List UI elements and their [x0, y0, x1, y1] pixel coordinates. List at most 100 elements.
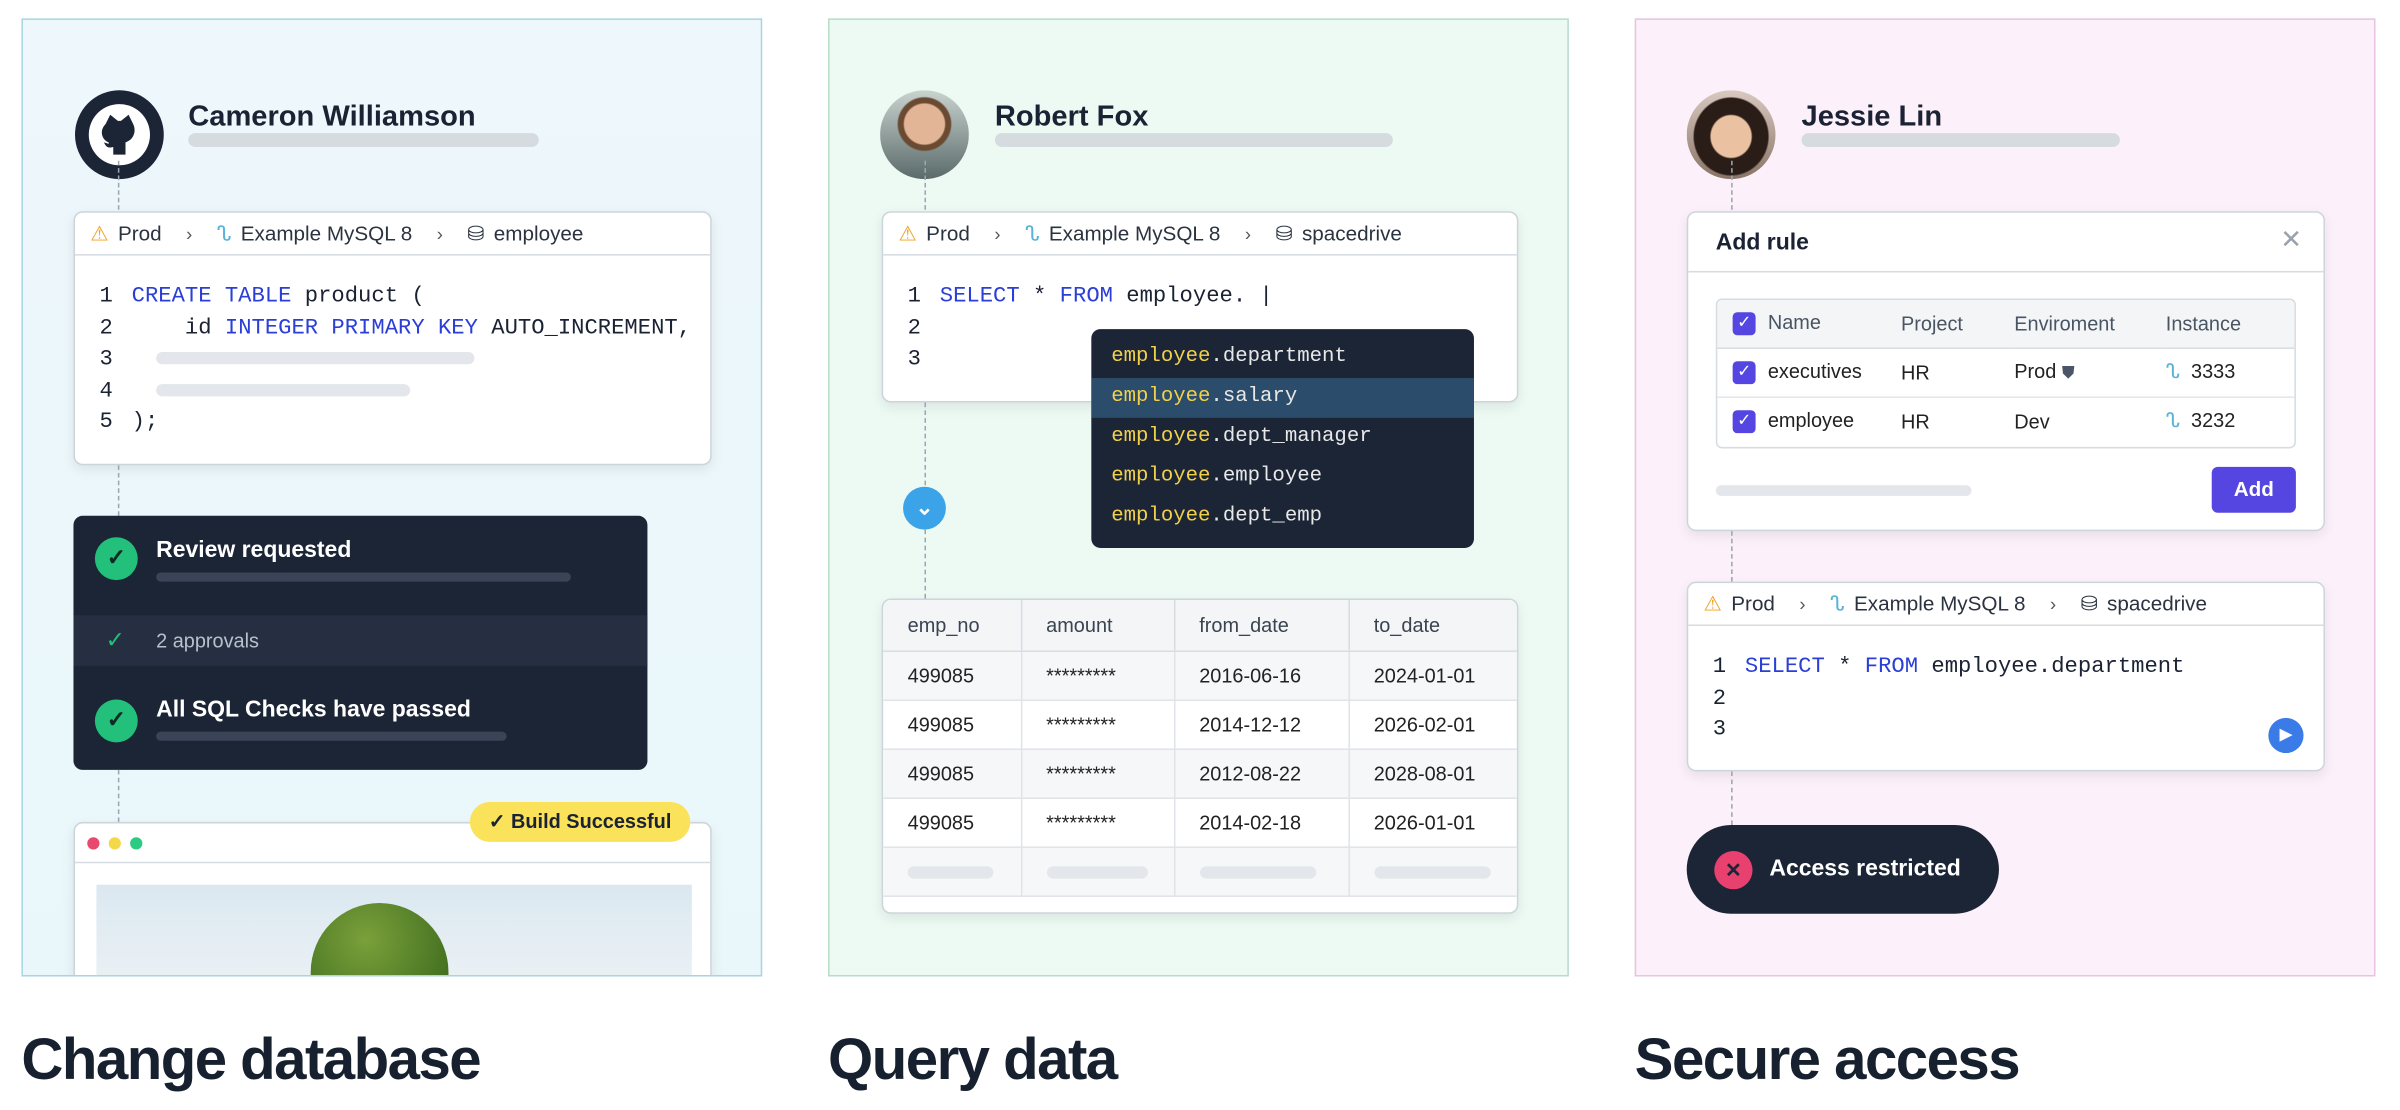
select-all-checkbox[interactable]: ✓	[1732, 312, 1756, 336]
section-title-secure-access: Secure access	[1634, 1028, 2021, 1093]
breadcrumb-env[interactable]: Prod	[926, 221, 970, 245]
breadcrumb-instance[interactable]: Example MySQL 8	[240, 221, 413, 245]
chevron-right-icon: ›	[436, 222, 443, 245]
build-successful-badge: ✓ Build Successful	[469, 802, 691, 842]
section-title-query-data: Query data	[828, 1028, 1118, 1093]
cell: 2016-06-16	[1173, 650, 1350, 701]
dialog-header: Add rule ✕	[1688, 213, 2324, 273]
change-database-panel: Cameron Williamson ⚠ Prod › ᔐ Example My…	[21, 18, 763, 977]
user-name: Jessie Lin	[1801, 101, 1943, 134]
sql-text: employee.department	[1931, 655, 2185, 680]
check-circle-icon: ✓	[94, 699, 138, 743]
user-name: Robert Fox	[994, 101, 1149, 134]
chevron-down-icon[interactable]: ⌄	[903, 486, 946, 530]
placeholder-bar	[1801, 133, 2120, 147]
review-requested-label: Review requested	[156, 537, 352, 564]
sql-keyword: INTEGER PRIMARY KEY	[224, 316, 478, 341]
breadcrumb-instance[interactable]: Example MySQL 8	[1853, 592, 2026, 616]
check-icon: ✓	[488, 809, 512, 833]
breadcrumb-database[interactable]: spacedrive	[2107, 592, 2208, 616]
cell: HR	[1901, 409, 1930, 433]
timeline-connector	[117, 769, 120, 822]
breadcrumb-database[interactable]: employee	[493, 221, 584, 245]
placeholder-bar	[156, 383, 411, 396]
line-number: 1	[907, 284, 921, 310]
mysql-icon: ᔐ	[216, 221, 232, 245]
database-icon: ⛁	[1275, 221, 1293, 245]
line-number: 1	[1712, 655, 1727, 680]
breadcrumb-instance[interactable]: Example MySQL 8	[1048, 221, 1221, 245]
mysql-icon: ᔐ	[2165, 359, 2180, 383]
minimize-dot[interactable]	[108, 837, 121, 850]
run-play-icon[interactable]: ▶	[2268, 717, 2304, 754]
column-header[interactable]: from_date	[1173, 599, 1350, 652]
sql-keyword: FROM	[1059, 284, 1113, 310]
close-dot[interactable]	[87, 837, 100, 850]
autocomplete-item-selected[interactable]: employee.salary	[1091, 378, 1474, 418]
row-checkbox[interactable]: ✓	[1732, 410, 1756, 434]
cell: 2024-01-01	[1348, 650, 1517, 701]
placeholder-bar	[1715, 485, 1972, 496]
autocomplete-item[interactable]: employee.department	[1111, 345, 1347, 369]
column-header[interactable]: amount	[1020, 599, 1175, 652]
row-checkbox[interactable]: ✓	[1732, 361, 1756, 385]
cell: 499085	[883, 699, 1022, 750]
column-header: Project	[1901, 299, 2015, 349]
column-header[interactable]: emp_no	[883, 599, 1022, 652]
timeline-connector	[1731, 160, 1733, 210]
chevron-right-icon: ›	[1244, 222, 1251, 245]
column-header[interactable]: to_date	[1348, 599, 1517, 652]
github-icon	[88, 104, 150, 166]
maximize-dot[interactable]	[130, 837, 143, 850]
cell: *********	[1020, 650, 1175, 701]
close-icon[interactable]: ✕	[2280, 224, 2303, 255]
breadcrumb-database[interactable]: spacedrive	[1301, 221, 1402, 245]
placeholder-bar	[156, 731, 507, 741]
table-row: 499085 ********* 2014-12-12 2026-02-01	[883, 699, 1517, 750]
cell: 2028-08-01	[1348, 748, 1517, 799]
database-icon: ⛁	[2080, 591, 2098, 615]
autocomplete-item[interactable]: employee.employee	[1111, 465, 1323, 489]
cell: employee	[1767, 409, 1855, 432]
sql-keyword: SELECT	[939, 284, 1020, 310]
table-row: 499085 ********* 2014-02-18 2026-01-01	[883, 797, 1517, 848]
browser-preview	[73, 821, 712, 975]
cell: Dev	[2014, 409, 2050, 433]
section-title-change-database: Change database	[21, 1028, 481, 1093]
code-editor[interactable]: 1 SELECT * FROM employee.department 2 3	[1688, 626, 2323, 746]
add-button[interactable]: Add	[2211, 466, 2296, 513]
table-header: emp_no amount from_date to_date	[883, 599, 1517, 652]
table-row: ✓ employee HR Dev ᔐ 3232	[1717, 396, 2294, 445]
sql-text: employee. |	[1126, 284, 1273, 310]
placeholder-bar	[994, 133, 1393, 147]
breadcrumb-env[interactable]: Prod	[1731, 592, 1775, 616]
cell: 3333	[2191, 359, 2236, 383]
sql-editor-card: ⚠ Prod › ᔐ Example MySQL 8 › ⛁ spacedriv…	[1686, 581, 2325, 772]
browser-titlebar	[74, 823, 711, 864]
line-number: 2	[99, 316, 113, 341]
check-icon: ✓	[105, 627, 125, 654]
table-row: 499085 ********* 2012-08-22 2028-08-01	[883, 748, 1517, 799]
column-header: Name	[1767, 311, 1821, 335]
sql-text: *	[1033, 284, 1047, 310]
line-number: 2	[1712, 686, 1727, 711]
code-editor[interactable]: 1 CREATE TABLE product ( 2 id INTEGER PRI…	[75, 256, 710, 439]
cell: HR	[1901, 347, 2015, 398]
autocomplete-item[interactable]: employee.dept_emp	[1111, 505, 1323, 529]
x-circle-icon: ✕	[1714, 851, 1753, 890]
result-table: emp_no amount from_date to_date 499085 **…	[881, 598, 1519, 914]
line-number: 3	[1712, 717, 1727, 743]
timeline-connector	[924, 160, 927, 210]
timeline-connector	[1731, 771, 1733, 825]
approvals-row: ✓ 2 approvals	[73, 615, 648, 666]
chevron-right-icon: ›	[186, 222, 193, 245]
dialog-title: Add rule	[1715, 229, 1809, 256]
sql-text: AUTO_INCREMENT,	[491, 316, 692, 341]
autocomplete-item[interactable]: employee.dept_manager	[1111, 425, 1372, 449]
secure-access-panel: Jessie Lin Add rule ✕ ✓ Name Project Envi…	[1634, 18, 2376, 977]
breadcrumb-env[interactable]: Prod	[118, 221, 162, 245]
github-avatar	[74, 90, 164, 180]
line-number: 1	[99, 284, 113, 310]
chevron-right-icon: ›	[1799, 593, 1806, 615]
code-editor[interactable]: 1 SELECT * FROM employee. | 2 3	[883, 256, 1517, 376]
